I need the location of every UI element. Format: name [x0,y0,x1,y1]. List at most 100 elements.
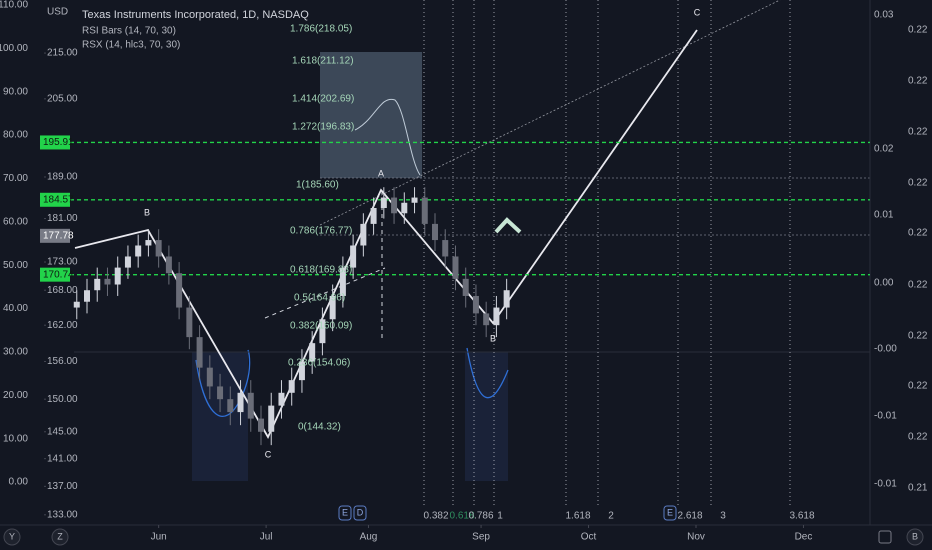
rsx-curve [466,347,509,399]
time-fib-label: 0.618 [449,511,474,522]
y-tick-label: 156.00 [47,356,78,367]
indicator-label: RSX (14, hlc3, 70, 30) [82,40,180,51]
y-tick-label: 145.00 [47,426,78,437]
left-tick-label: 80.00 [3,130,28,141]
candle-body [114,267,121,285]
fib-label: 0.236(154.06) [288,358,350,369]
candle-body [278,392,285,406]
wave-label: A [378,168,384,178]
right-axis-label: 0.21 [908,483,928,494]
candle-body [401,202,408,214]
chart-title: Texas Instruments Incorporated, 1D, NASD… [82,9,309,21]
candle-body [165,256,172,274]
candle-body [186,307,193,338]
candle-body [370,207,377,224]
candle-body [258,418,264,432]
fib-label: 0(144.32) [298,422,341,433]
left-tick-label: 0.00 [9,477,29,488]
time-fib-label: 1 [497,511,503,522]
fib-label: 1.618(211.12) [292,56,354,67]
right-axis-label: 0.01 [874,210,894,221]
corner-button[interactable] [51,528,69,546]
corner-button[interactable] [3,528,21,546]
price-tag-label: 195.91 [43,137,74,148]
y-tick-label: 173.00 [47,257,78,268]
left-tick-label: 60.00 [3,216,28,227]
candle-body [288,380,295,393]
event-marker-box[interactable] [338,505,352,521]
right-axis-label: -0.01 [874,479,897,490]
corner-button-label[interactable]: Y [9,531,15,541]
candle-body [472,295,479,314]
candle-body [329,295,336,320]
left-tick-label: 50.00 [3,260,28,271]
right-axis-label: 0.22 [908,178,928,189]
right-axis-label: 0.22 [908,127,928,138]
corner-button-label[interactable]: Z [57,531,63,541]
right-axis-label: 0.02 [874,144,894,155]
candle-body [411,197,418,203]
settings-button[interactable] [878,530,892,544]
event-marker[interactable]: E [667,507,673,517]
price-tag-label: 170.74 [43,269,74,280]
event-marker[interactable]: E [342,507,348,517]
right-axis-label: 0.22 [908,280,928,291]
price-tag [40,135,70,150]
candle-body [268,405,275,432]
time-fib-label: 2 [608,511,614,522]
fib-label: 1(185.60) [296,180,339,191]
time-fib-label: 2.618 [677,511,702,522]
event-marker-box[interactable] [353,505,367,521]
price-tag [40,267,70,282]
candle-body [432,223,438,241]
candle-body [360,223,367,246]
price-tag-label: 184.57 [43,194,74,205]
trend-line [319,0,781,226]
candle-body [350,245,357,268]
right-axis-label: 0.22 [908,76,928,87]
right-axis-label: 0.22 [908,25,928,36]
candle-body [135,245,142,257]
candle-body [145,240,152,246]
candle-body [309,343,316,362]
time-fib-label: 1.618 [565,511,590,522]
signal-arrow [494,217,522,234]
candle-body [196,337,203,368]
trend-line [264,267,386,319]
y-tick-label: 133.00 [47,509,78,520]
time-fib-label: 3 [720,511,726,522]
fib-label: 1.414(202.69) [292,94,354,105]
wave-label: B [490,333,496,343]
event-marker-box[interactable] [663,505,677,521]
candle-body [391,197,398,214]
left-tick-label: 70.00 [3,173,28,184]
candle-body [176,273,183,308]
time-fib-label: 0.786 [468,511,493,522]
candle-body [319,319,326,344]
right-axis-label: -0.00 [874,344,897,355]
candle-body [227,399,234,413]
candle-body [339,267,346,296]
candle-body [94,278,101,291]
x-tick-label: Jun [151,532,167,543]
candle-body [247,392,254,419]
price-tag [40,192,70,207]
right-axis-label: -0.01 [874,411,897,422]
y-tick-label: 150.00 [47,394,78,405]
y-tick-label: 168.00 [47,285,78,296]
corner-button-label[interactable]: B [912,531,918,541]
y-tick-label: 141.00 [47,453,78,464]
left-tick-label: 10.00 [3,433,28,444]
y-tick-label: 205.00 [47,93,78,104]
event-marker[interactable]: D [357,507,364,517]
candle-body [124,256,131,268]
x-tick-label: Aug [360,532,378,543]
candle-body [421,197,428,224]
indicator-label: RSI Bars (14, 70, 30) [82,26,176,37]
wave-label: C [694,7,701,17]
x-tick-label: Dec [795,532,813,543]
right-axis-label: 0.00 [874,278,894,289]
corner-button[interactable] [906,528,924,546]
right-axis-label: 0.22 [908,432,928,443]
projection-curve [354,98,421,176]
